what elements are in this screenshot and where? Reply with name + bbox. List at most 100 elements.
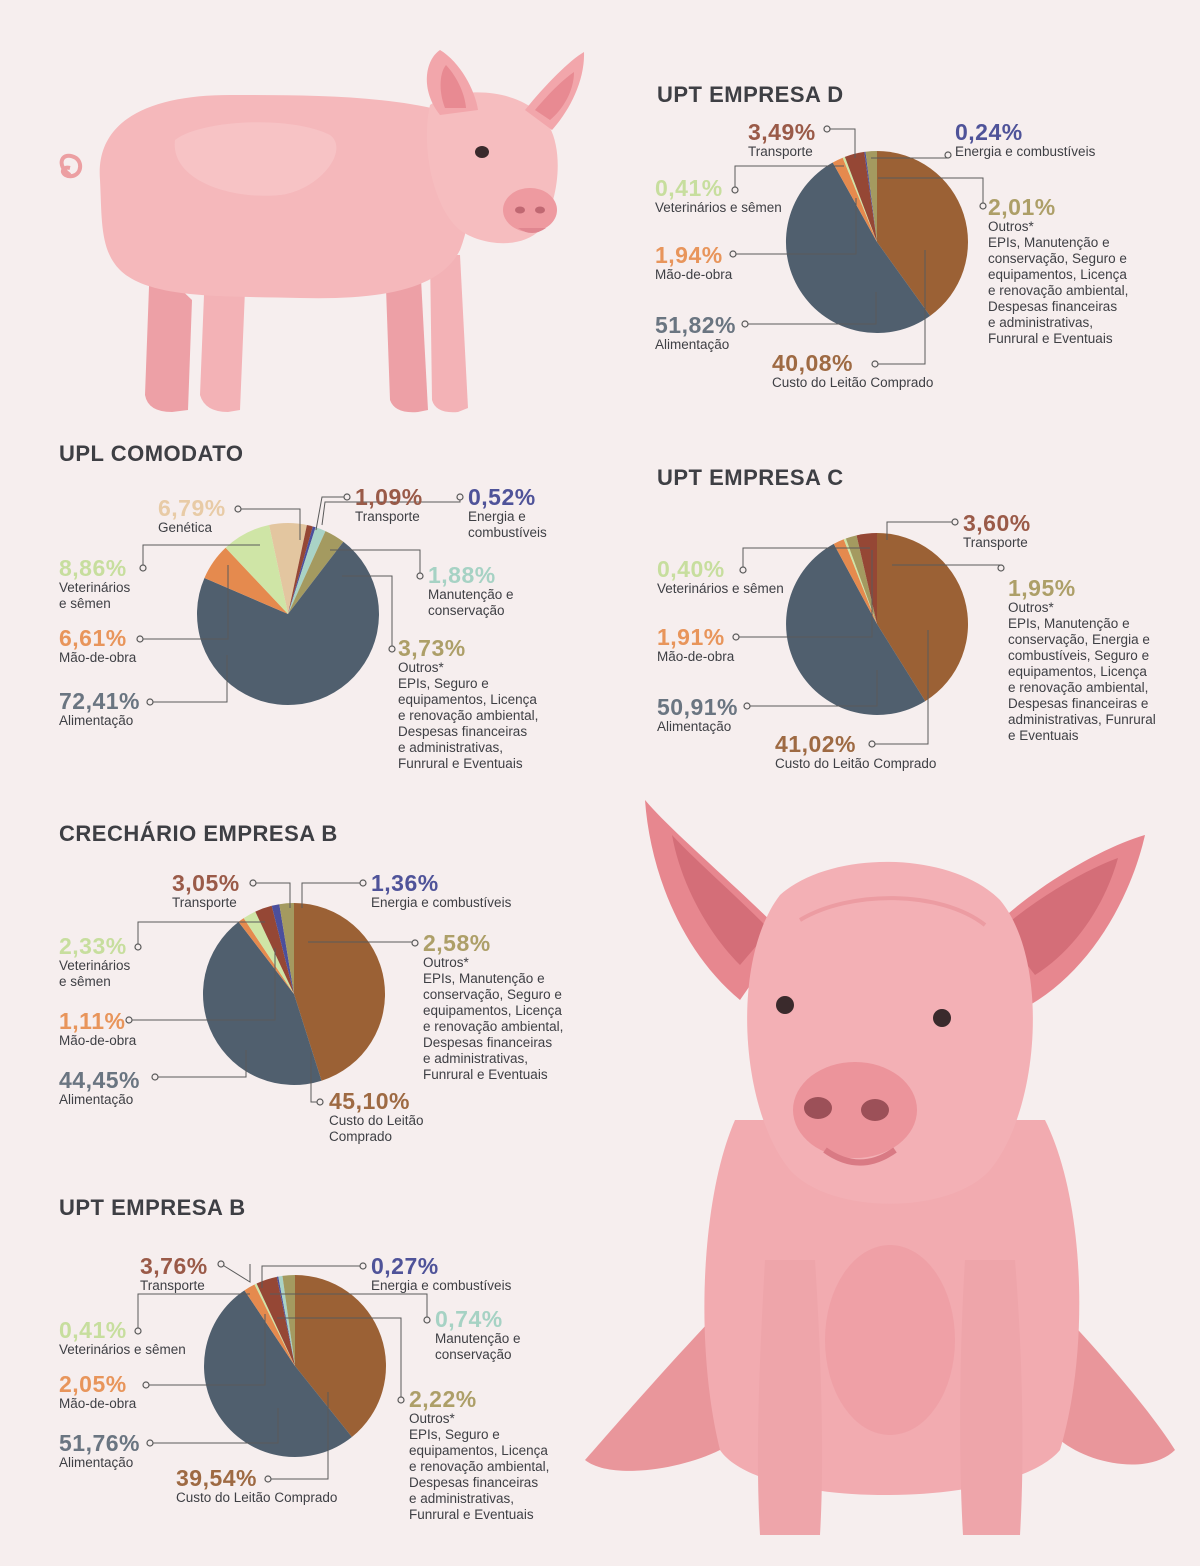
upt-empresa-c-leader-dot-custo_leitao	[868, 740, 876, 748]
pig-sitting-snout	[793, 1062, 917, 1158]
upt-empresa-b-leader-transporte	[220, 1263, 251, 1283]
upt-empresa-b-title: UPT EMPRESA B	[59, 1195, 246, 1220]
upt-empresa-b-leader-alimentacao	[150, 1408, 279, 1444]
slice-percent: 0,74%	[435, 1306, 503, 1332]
upl-comodato-leader-dot-mao_de_obra	[136, 635, 144, 643]
upt-empresa-b-leader-veterinarios	[137, 1293, 250, 1331]
upl-comodato-slice-alimentacao	[197, 541, 380, 706]
slice-name: Mão-de-obra	[655, 267, 733, 282]
slice-detail: EPIs, Manutenção e conservação, Seguro e…	[988, 235, 1129, 346]
upt-empresa-d-label-outros: 2,01% Outros* EPIs, Manutenção e conservaç…	[988, 196, 1128, 347]
slice-percent: 8,86%	[59, 555, 127, 581]
upl-comodato-label-outros: 3,73% Outros* EPIs, Seguro e equipamentos,…	[398, 637, 538, 772]
slice-name: Outros*	[1008, 600, 1054, 615]
upl-comodato-leader-dot-alimentacao	[146, 698, 154, 706]
upt-empresa-b-leader-dot-outros	[397, 1396, 405, 1404]
upl-comodato-label-transporte: 1,09% Transporte	[355, 486, 423, 525]
pig-back-leg-left	[145, 260, 192, 412]
slice-percent: 0,27%	[371, 1253, 439, 1279]
upl-comodato-leader-dot-veterinarios	[139, 564, 147, 572]
slice-percent: 50,91%	[657, 694, 739, 720]
crechario-empresa-b-leader-dot-mao_de_obra	[125, 1016, 133, 1024]
upt-empresa-d-leader-dot-custo_leitao	[871, 360, 879, 368]
upt-empresa-b-label-energia: 0,27% Energia e combustíveis	[371, 1255, 511, 1294]
upl-comodato-title: UPL COMODATO	[59, 441, 244, 466]
slice-percent: 45,10%	[329, 1088, 411, 1114]
slice-percent: 3,05%	[172, 870, 240, 896]
crechario-empresa-b-leader-mao_de_obra	[129, 948, 276, 1021]
upt-empresa-c-leader-custo_leitao	[872, 630, 929, 745]
upt-empresa-c-leader-transporte	[886, 521, 955, 540]
slice-name: Transporte	[355, 509, 420, 524]
charts-layer	[125, 125, 1005, 1483]
slice-percent: 3,73%	[398, 635, 466, 661]
upl-comodato-leader-transporte	[315, 496, 347, 531]
slice-detail: EPIs, Manutenção e conservação, Seguro e…	[423, 971, 564, 1082]
slice-percent: 1,95%	[1008, 575, 1076, 601]
slice-percent: 6,79%	[158, 495, 226, 521]
upl-comodato-slice-energia	[288, 526, 316, 614]
slice-name: Custo do Leitão Comprado	[772, 375, 934, 390]
slice-percent: 0,41%	[655, 175, 723, 201]
crechario-empresa-b-leader-transporte	[253, 882, 291, 908]
upt-empresa-d-slice-alimentacao	[785, 162, 931, 334]
upt-empresa-b-leader-dot-transporte	[217, 1260, 225, 1268]
slice-name: Outros*	[398, 660, 444, 675]
upt-empresa-d-pie	[785, 151, 968, 334]
slice-percent: 2,01%	[988, 194, 1056, 220]
upt-empresa-c-leader-dot-mao_de_obra	[732, 633, 740, 641]
upl-comodato-label-veterinarios: 8,86% Veterinários e sêmen	[59, 557, 130, 612]
slice-name: Energia e combustíveis	[955, 144, 1096, 159]
slice-percent: 1,91%	[657, 624, 725, 650]
upt-empresa-c-leader-veterinarios	[742, 547, 870, 570]
upt-empresa-b-leader-custo_leitao	[268, 1392, 329, 1480]
slice-percent: 3,76%	[140, 1253, 208, 1279]
slice-name: Alimentação	[59, 713, 134, 728]
upl-comodato-leader-alimentacao	[150, 655, 228, 703]
upt-empresa-d-label-transporte: 3,49% Transporte	[748, 121, 816, 160]
pig-eye-right	[933, 1009, 951, 1027]
upt-empresa-c-label-veterinarios: 0,40% Veterinários e sêmen	[657, 558, 784, 597]
upl-comodato-leader-outros	[342, 575, 393, 649]
slice-percent: 39,54%	[176, 1465, 258, 1491]
upt-empresa-d-leader-transporte	[827, 128, 856, 158]
upt-empresa-b-label-alimentacao: 51,76% Alimentação	[59, 1432, 140, 1471]
crechario-empresa-b-leader-dot-energia	[359, 879, 367, 887]
slice-name: Outros*	[988, 219, 1034, 234]
upl-comodato-leader-dot-outros	[388, 645, 396, 653]
slice-percent: 41,02%	[775, 731, 857, 757]
slice-name: Transporte	[172, 895, 237, 910]
slice-name: Transporte	[748, 144, 813, 159]
pig-belly	[825, 1245, 955, 1435]
upl-comodato-slice-outros	[288, 531, 344, 614]
upt-empresa-b-leader-manutencao	[270, 1293, 428, 1320]
upl-comodato-pie	[197, 523, 380, 706]
upl-comodato-label-alimentacao: 72,41% Alimentação	[59, 690, 140, 729]
upt-empresa-c-leader-mao_de_obra	[736, 550, 873, 638]
pig-mouth	[518, 228, 546, 233]
upt-empresa-c-slice-outros	[845, 535, 877, 624]
upt-empresa-b-slice-veterinarios	[254, 1283, 295, 1366]
pig-nostril-left	[804, 1097, 832, 1119]
crechario-empresa-b-leader-dot-outros	[411, 939, 419, 947]
crechario-empresa-b-label-mao_de_obra: 1,11% Mão-de-obra	[59, 1010, 136, 1049]
upt-empresa-b-label-transporte: 3,76% Transporte	[140, 1255, 208, 1294]
crechario-empresa-b-slice-alimentacao	[202, 921, 322, 1086]
crechario-empresa-b-label-outros: 2,58% Outros* EPIs, Manutenção e conservaç…	[423, 932, 563, 1083]
slice-detail: EPIs, Seguro e equipamentos, Licença e r…	[409, 1427, 550, 1522]
upt-empresa-c-leader-dot-transporte	[951, 518, 959, 526]
slice-percent: 2,05%	[59, 1371, 127, 1397]
slice-name: Alimentação	[657, 719, 732, 734]
upl-comodato-slice-transporte	[288, 524, 313, 614]
upt-empresa-d-leader-dot-mao_de_obra	[729, 250, 737, 258]
upl-comodato-slice-manutencao	[288, 527, 326, 614]
upt-empresa-b-slice-energia	[276, 1276, 295, 1366]
pig-ear-left-inner	[440, 65, 466, 108]
upl-comodato-label-manutencao: 1,88% Manutenção e conservação	[428, 564, 514, 619]
slice-name: Mão-de-obra	[59, 1396, 137, 1411]
upt-empresa-c-label-outros: 1,95% Outros* EPIs, Manutenção e conservaç…	[1008, 577, 1156, 744]
slice-name: Custo do Leitão Comprado	[775, 756, 937, 771]
slice-name: Mão-de-obra	[59, 1033, 137, 1048]
slice-name: Energia e combustíveis	[468, 509, 547, 540]
slice-name: Veterinários e sêmen	[59, 1342, 186, 1357]
